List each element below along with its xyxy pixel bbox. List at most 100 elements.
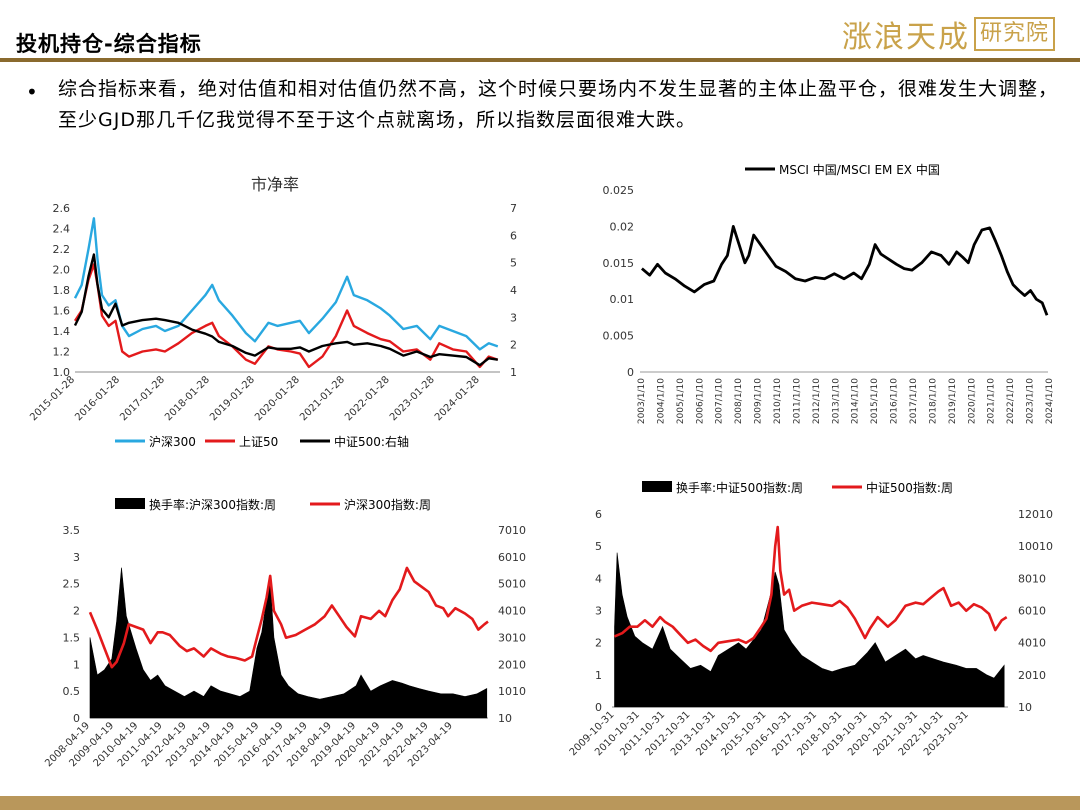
y-tick-label: 0.025 [603,184,635,197]
chart-title: 市净率 [251,175,299,194]
legend-2-label: 中证500:右轴 [334,434,409,449]
series-line-0 [73,217,499,351]
pb-x-tick-label: 2024-01-28 [433,374,482,423]
right-y-tick-label: 6 [510,229,517,242]
legend-0-label: 换手率:中证500指数:周 [676,480,803,495]
pb-x-tick-label: 2023-01-28 [388,374,437,423]
left-y-tick-label: 3 [73,551,80,564]
msci-x-tick-label: 2012/1/10 [812,378,822,424]
right-y-tick-label: 10 [498,712,512,725]
series-line-1 [73,263,499,369]
left-y-tick-label: 1.6 [53,305,71,318]
y-tick-label: 0.005 [603,330,635,343]
legend-0-swatch [115,498,145,509]
legend-0-label: 换手率:沪深300指数:周 [149,497,276,512]
msci-x-tick-label: 2022/1/10 [1006,378,1016,424]
right-y-tick-label: 4010 [1018,637,1046,650]
pb-x-tick-label: 2019-01-28 [208,374,257,423]
y-tick-label: 0 [627,366,634,379]
series-line-2 [73,253,498,367]
bullet-text: 综合指标来看，绝对估值和相对估值仍然不高，这个时候只要场内不发生显著的主体止盈平… [58,78,1059,131]
msci-x-tick-label: 2017/1/10 [909,378,919,424]
footer-bar [0,796,1080,810]
msci-x-tick-label: 2004/1/10 [656,378,666,424]
msci-x-tick-label: 2016/1/10 [890,378,900,424]
left-y-tick-label: 1.0 [53,366,71,379]
chart-pb: 市净率 1.0 1.2 1.4 1.6 1.8 2.0 2.2 2.4 2.6 1 2 3 4 5 6 7 201… [28,175,517,449]
right-y-tick-label: 8010 [1018,572,1046,585]
left-y-tick-label: 3 [595,605,602,618]
right-y-tick-label: 3 [510,311,517,324]
right-y-tick-label: 10010 [1018,540,1053,553]
right-y-tick-label: 6010 [1018,605,1046,618]
left-y-tick-label: 0 [595,701,602,714]
index-line [613,525,1008,653]
msci-x-tick-label: 2015/1/10 [870,378,880,424]
right-y-tick-label: 7 [510,202,517,215]
msci-x-tick-label: 2007/1/10 [715,378,725,424]
msci-x-tick-label: 2003/1/10 [637,378,647,424]
pb-x-tick-label: 2015-01-28 [28,374,77,423]
right-y-tick-label: 2 [510,339,517,352]
msci-x-tick-label: 2024/1/10 [1045,378,1055,424]
right-y-tick-label: 7010 [498,524,526,537]
left-y-tick-label: 3.5 [63,524,81,537]
msci-x-tick-label: 2020/1/10 [967,378,977,424]
right-y-tick-label: 4 [510,284,517,297]
left-y-tick-label: 5 [595,540,602,553]
index-line [88,566,489,669]
left-y-tick-label: 1 [73,658,80,671]
pb-x-tick-label: 2020-01-28 [253,374,302,423]
msci-x-tick-label: 2014/1/10 [851,378,861,424]
msci-x-tick-label: 2021/1/10 [987,378,997,424]
right-y-tick-label: 5 [510,257,517,270]
pb-x-tick-label: 2017-01-28 [118,374,167,423]
y-tick-label: 0.01 [610,293,635,306]
right-y-tick-label: 10 [1018,701,1032,714]
legend-0-label: MSCI 中国/MSCI EM EX 中国 [779,162,940,177]
legend-1-label: 中证500指数:周 [866,480,953,495]
left-y-tick-label: 1.8 [53,284,71,297]
legend-1-label: 沪深300指数:周 [344,497,431,512]
right-y-tick-label: 1 [510,366,517,379]
series-line-0 [640,225,1049,316]
msci-x-tick-label: 2018/1/10 [928,378,938,424]
left-y-tick-label: 1.4 [53,325,71,338]
right-y-tick-label: 12010 [1018,508,1053,521]
right-y-tick-label: 5010 [498,578,526,591]
msci-x-tick-label: 2019/1/10 [948,378,958,424]
right-y-tick-label: 4010 [498,605,526,618]
left-y-tick-label: 2.6 [53,202,71,215]
msci-x-tick-label: 2005/1/10 [676,378,686,424]
bullet-dot-icon: • [26,80,38,104]
logo-main-text: 涨浪天成 [842,20,970,55]
left-y-tick-label: 0.5 [63,685,81,698]
left-y-tick-label: 2 [595,637,602,650]
msci-x-tick-label: 2006/1/10 [695,378,705,424]
left-y-tick-label: 2.2 [53,243,71,256]
right-y-tick-label: 2010 [1018,669,1046,682]
left-y-tick-label: 2.0 [53,264,71,277]
right-y-tick-label: 1010 [498,685,526,698]
left-y-tick-label: 2.5 [63,578,81,591]
header-divider [0,58,1080,62]
chart-csi500: 换手率:中证500指数:周 中证500指数:周 0 1 2 3 4 5 6 10 2010 4010 6… [568,480,1053,758]
left-y-tick-label: 2 [73,605,80,618]
left-y-tick-label: 6 [595,508,602,521]
page-title: 投机持仓-综合指标 [16,32,202,56]
left-y-tick-label: 1 [595,669,602,682]
legend-1-label: 上证50 [239,435,278,449]
left-y-tick-label: 0 [73,712,80,725]
turnover-bars [614,552,1005,708]
header-bar: 投机持仓-综合指标 涨浪天成 研究院 [0,0,1080,70]
left-y-tick-label: 1.2 [53,346,71,359]
left-y-tick-label: 1.5 [63,631,81,644]
left-y-tick-label: 4 [595,572,602,585]
logo-box-text: 研究院 [974,17,1056,51]
pb-x-tick-label: 2016-01-28 [73,374,122,423]
msci-x-tick-label: 2011/1/10 [792,378,802,424]
chart-hs300: 换手率:沪深300指数:周 沪深300指数:周 0 0.5 1 1.5 2 2.5 3 3.5 10… [43,497,526,769]
right-y-tick-label: 2010 [498,658,526,671]
chart-msci: MSCI 中国/MSCI EM EX 中国 0 0.005 0.01 0.015 0.02… [603,162,1056,424]
right-y-tick-label: 6010 [498,551,526,564]
